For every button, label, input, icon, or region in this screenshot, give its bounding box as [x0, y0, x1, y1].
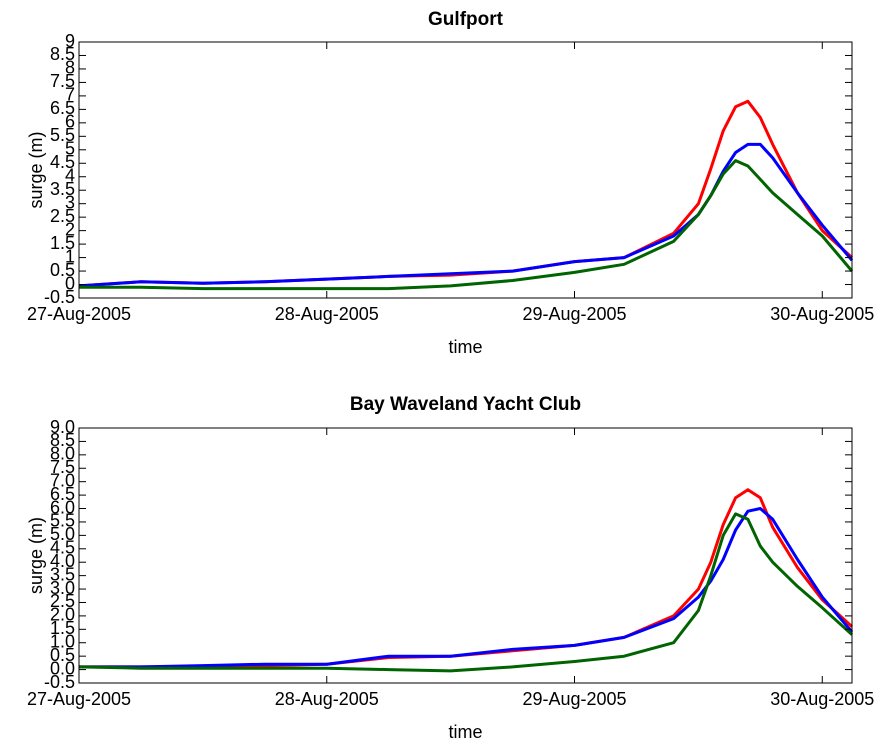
y-tick-label: 5 [65, 139, 75, 159]
y-tick-label: 7.5 [50, 71, 75, 91]
y-tick-label: 0 [65, 273, 75, 293]
x-tick-label: 28-Aug-2005 [275, 304, 379, 324]
x-axis-label: time [448, 337, 482, 357]
y-tick-label: -0.5 [44, 672, 75, 692]
y-tick-label: 9 [65, 31, 75, 51]
y-tick-label: 4.5 [50, 152, 75, 172]
plot-frame [78, 427, 853, 684]
series-line [78, 99, 854, 288]
y-tick-label: 8.0 [50, 444, 75, 464]
x-tick-label: 28-Aug-2005 [275, 689, 379, 709]
y-tick-label: 4 [65, 165, 75, 185]
x-tick-label: 30-Aug-2005 [770, 304, 874, 324]
chart-title: Bay Waveland Yacht Club [350, 394, 581, 415]
series-line [79, 488, 854, 669]
y-tick-label: 1.5 [50, 233, 75, 253]
y-tick-label: 9.0 [50, 417, 75, 437]
y-tick-label: 0.5 [50, 260, 75, 280]
series-line [78, 142, 854, 288]
y-tick-label: 4.0 [50, 551, 75, 571]
plot-frame [78, 41, 853, 299]
y-tick-label: 8 [65, 58, 75, 78]
y-tick-label: 6.5 [50, 484, 75, 504]
y-axis-label: surge (m) [26, 131, 46, 208]
y-axis-label: surge (m) [26, 517, 46, 594]
y-tick-label: 6 [65, 112, 75, 132]
x-tick-label: 27-Aug-2005 [27, 304, 131, 324]
y-tick-label: 0.0 [50, 658, 75, 678]
y-tick-label: 2.5 [50, 206, 75, 226]
y-tick-label: 0.5 [50, 645, 75, 665]
y-tick-label: 2.0 [50, 605, 75, 625]
y-tick-label: 2 [65, 219, 75, 239]
x-axis-label: time [448, 722, 482, 742]
y-tick-label: 1.0 [50, 631, 75, 651]
y-tick-label: 3.5 [50, 564, 75, 584]
x-tick-label: 29-Aug-2005 [522, 689, 626, 709]
x-tick-label: 30-Aug-2005 [770, 689, 874, 709]
y-tick-label: 1 [65, 246, 75, 266]
y-tick-label: 3.0 [50, 578, 75, 598]
series-line [79, 159, 854, 291]
y-tick-label: 6.0 [50, 497, 75, 517]
y-tick-label: 5.0 [50, 524, 75, 544]
y-tick-label: 7 [65, 85, 75, 105]
y-tick-label: 6.5 [50, 98, 75, 118]
y-tick-label: 3 [65, 192, 75, 212]
series-line [79, 507, 854, 669]
y-tick-label: 7.5 [50, 457, 75, 477]
x-tick-label: 27-Aug-2005 [27, 689, 131, 709]
y-tick-label: 5.5 [50, 125, 75, 145]
x-tick-label: 29-Aug-2005 [522, 304, 626, 324]
y-tick-label: 8.5 [50, 44, 75, 64]
y-tick-label: 2.5 [50, 591, 75, 611]
y-tick-label: 3.5 [50, 179, 75, 199]
y-tick-label: 4.5 [50, 538, 75, 558]
chart-title: Gulfport [428, 9, 504, 30]
y-tick-label: 5.5 [50, 511, 75, 531]
series-line [78, 512, 854, 673]
y-tick-label: 7.0 [50, 470, 75, 490]
y-tick-label: 1.5 [50, 618, 75, 638]
y-tick-label: -0.5 [44, 287, 75, 307]
y-tick-label: 8.5 [50, 430, 75, 450]
